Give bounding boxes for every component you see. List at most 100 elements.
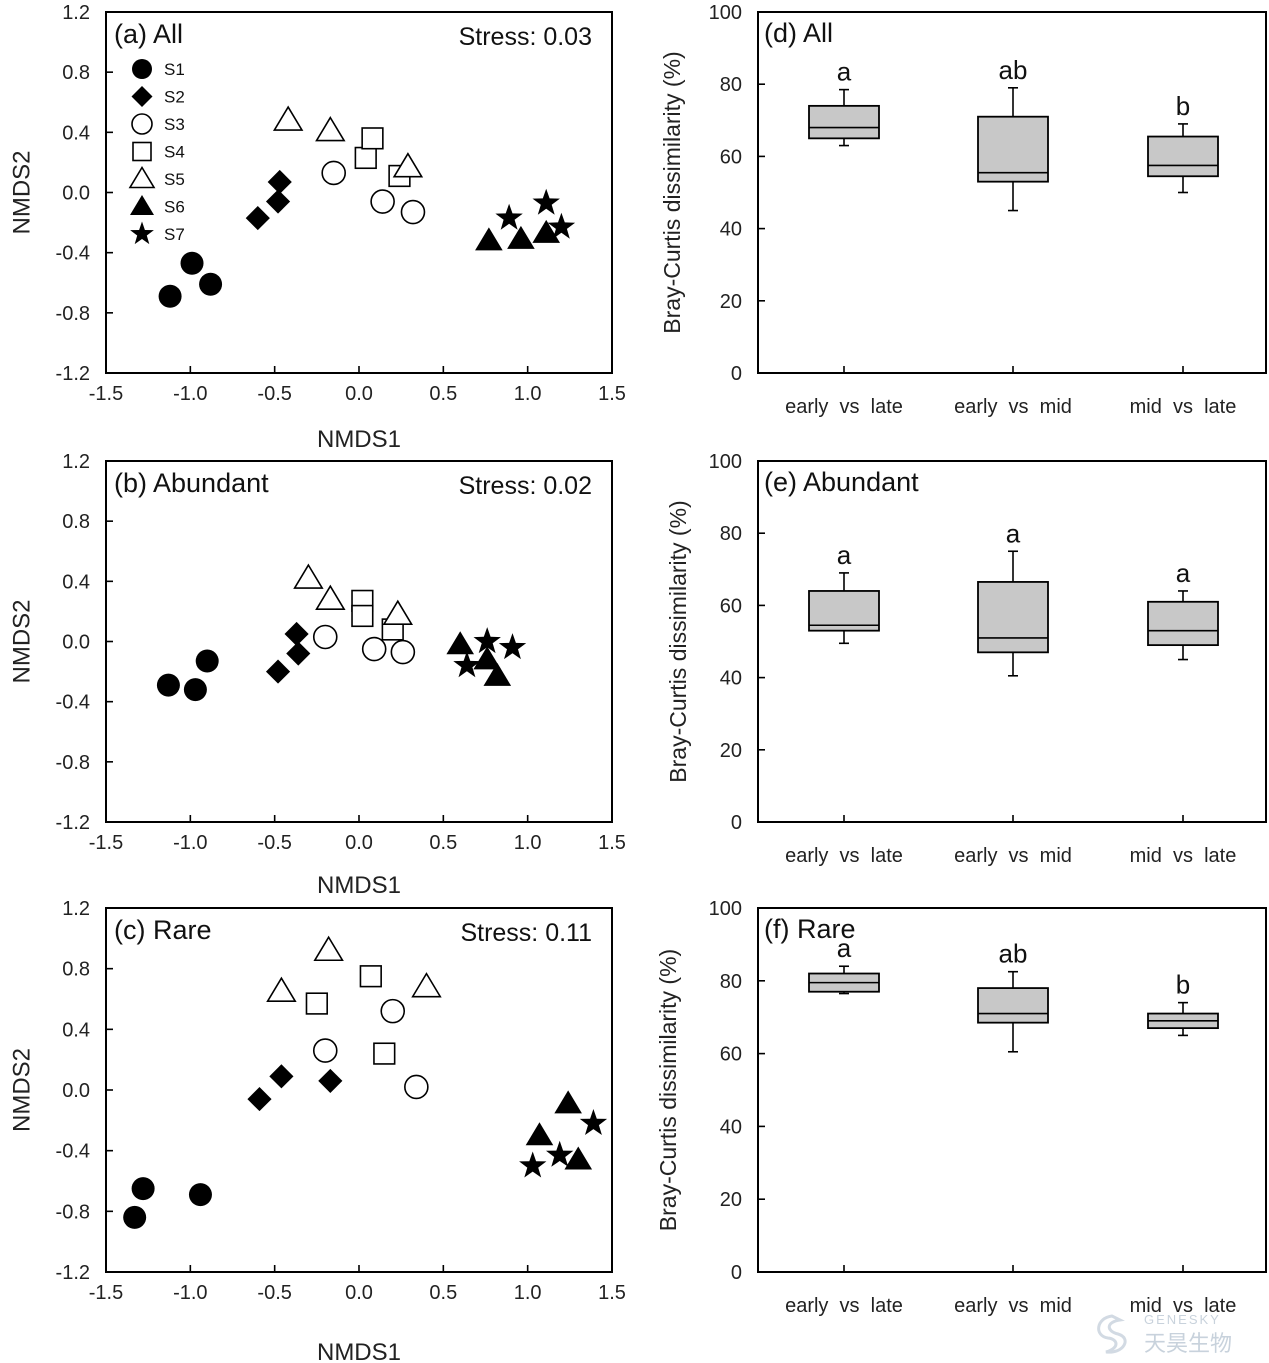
- panel-label: (d) All: [764, 18, 833, 48]
- y-tick-label: 40: [720, 668, 742, 690]
- data-point-s2: [269, 1064, 294, 1089]
- y-tick-label: 0.8: [62, 62, 90, 84]
- x-category-label: mid vs late: [1130, 1295, 1237, 1317]
- x-tick-label: 1.0: [514, 832, 542, 854]
- legend-marker-s5: [128, 165, 156, 189]
- data-point-s2: [265, 189, 291, 214]
- data-point-s2: [265, 659, 291, 684]
- legend-marker-s4: [132, 141, 152, 162]
- legend-marker-s1: [132, 59, 152, 79]
- y-tick-label: 0: [731, 1262, 742, 1284]
- x-category-label: mid vs late: [1130, 396, 1237, 418]
- x-tick-label: 0.0: [345, 1282, 373, 1304]
- x-tick-label: -1.0: [173, 1282, 207, 1304]
- y-tick-label: 40: [720, 219, 742, 241]
- y-tick-label: 1.2: [62, 2, 90, 24]
- x-category-label: early vs late: [785, 845, 903, 867]
- stress-label: Stress: 0.03: [459, 23, 592, 51]
- data-point-s6: [507, 225, 535, 249]
- significance-letter: b: [1176, 970, 1190, 1000]
- box-iqr: [977, 115, 1049, 183]
- x-tick-label: -1.0: [173, 832, 207, 854]
- y-tick-label: 100: [709, 2, 742, 24]
- data-point-s4: [359, 965, 382, 988]
- y-axis-label: NMDS2: [9, 1048, 36, 1132]
- watermark-logo-icon: [1097, 1314, 1127, 1354]
- data-point-s1: [131, 1177, 155, 1201]
- significance-letter: b: [1176, 91, 1190, 121]
- data-point-s4: [361, 127, 384, 150]
- watermark-text-cn: 天昊生物: [1144, 1332, 1233, 1357]
- data-point-s1: [180, 251, 204, 275]
- x-axis-label: NMDS1: [317, 1339, 401, 1363]
- data-point-s1: [156, 673, 180, 697]
- y-tick-label: 0.4: [62, 571, 90, 593]
- x-category-label: early vs mid: [954, 845, 1072, 867]
- x-tick-label: 0.5: [429, 1282, 457, 1304]
- data-point-s6: [554, 1090, 582, 1114]
- x-tick-label: 0.0: [345, 383, 373, 405]
- box-iqr: [1147, 135, 1219, 178]
- y-tick-label: -0.8: [56, 1201, 90, 1223]
- data-point-s3: [380, 998, 406, 1024]
- box-iqr: [1147, 600, 1219, 647]
- data-point-s2: [245, 205, 270, 231]
- y-tick-label: -1.2: [56, 363, 90, 385]
- y-tick-label: -0.8: [56, 752, 90, 774]
- y-tick-label: 60: [720, 146, 742, 168]
- data-point-s6: [483, 662, 512, 686]
- y-axis-label: Bray-Curtis dissimilarity (%): [665, 500, 691, 782]
- y-tick-label: -0.4: [56, 1141, 90, 1163]
- y-tick-label: 60: [720, 595, 742, 617]
- data-point-s4: [354, 146, 377, 170]
- y-tick-label: 0.0: [62, 1080, 90, 1102]
- box-iqr: [977, 581, 1049, 654]
- legend-label-s2: S2: [164, 88, 185, 107]
- y-tick-label: 80: [720, 523, 742, 545]
- data-point-s3: [370, 189, 395, 214]
- panel-label: (b) Abundant: [114, 468, 269, 498]
- x-axis-label: NMDS1: [317, 872, 401, 899]
- y-axis-label: Bray-Curtis dissimilarity (%): [655, 949, 681, 1231]
- x-tick-label: 1.0: [514, 383, 542, 405]
- data-point-s2: [247, 1087, 272, 1112]
- significance-letter: ab: [999, 55, 1028, 85]
- y-tick-label: 20: [720, 740, 742, 762]
- y-tick-label: 0.4: [62, 1019, 90, 1041]
- data-point-s7: [519, 1151, 547, 1178]
- data-point-s6: [446, 631, 474, 655]
- x-tick-label: 1.5: [598, 832, 626, 854]
- y-tick-label: 1.2: [62, 451, 90, 473]
- x-category-label: early vs late: [785, 1295, 903, 1317]
- data-point-s3: [321, 160, 347, 186]
- y-tick-label: 80: [720, 971, 742, 993]
- x-tick-label: -1.0: [173, 383, 207, 405]
- legend-label-s6: S6: [164, 198, 185, 217]
- panel-label: (e) Abundant: [764, 467, 919, 497]
- data-point-s5: [392, 152, 424, 178]
- y-tick-label: 20: [720, 1189, 742, 1211]
- data-point-s3: [404, 1074, 429, 1100]
- x-tick-label: -0.5: [257, 832, 291, 854]
- data-point-s5: [293, 563, 324, 589]
- data-point-s5: [315, 584, 346, 610]
- y-tick-label: 0.4: [62, 122, 90, 144]
- x-category-label: early vs mid: [954, 396, 1072, 418]
- box-iqr: [808, 104, 880, 140]
- data-point-s2: [267, 169, 292, 195]
- significance-letter: a: [1176, 558, 1191, 588]
- y-tick-label: 100: [709, 898, 742, 920]
- y-axis-label: NMDS2: [9, 599, 36, 683]
- y-tick-label: 40: [720, 1116, 742, 1138]
- data-point-s5: [411, 972, 442, 998]
- significance-letter: a: [1006, 518, 1021, 548]
- data-point-s4: [305, 992, 328, 1015]
- legend-label-s5: S5: [164, 170, 185, 189]
- y-tick-label: -0.8: [56, 303, 90, 325]
- x-tick-label: -1.5: [89, 383, 123, 405]
- x-tick-label: 0.5: [429, 832, 457, 854]
- x-tick-label: -0.5: [257, 383, 291, 405]
- x-tick-label: 0.0: [345, 832, 373, 854]
- data-point-s7: [453, 651, 481, 678]
- box-iqr: [808, 590, 880, 632]
